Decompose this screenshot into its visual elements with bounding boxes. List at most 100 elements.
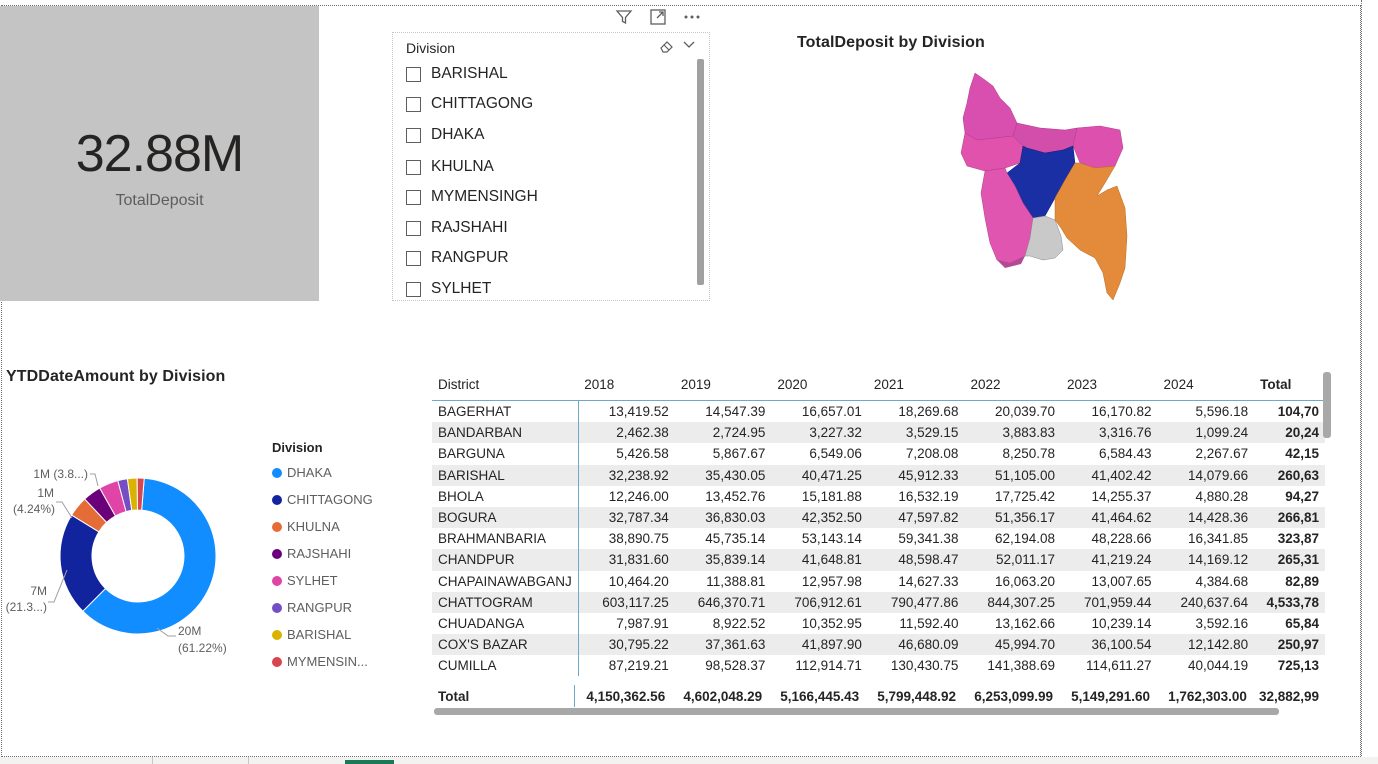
donut-slice-mymensingh[interactable] [136, 477, 145, 511]
value-cell: 6,549.06 [809, 446, 862, 462]
table-row[interactable]: CHAPAINAWABGANJ 10,464.20 11,388.81 12,957.… [432, 570, 1325, 592]
tab-separator [248, 757, 249, 764]
column-header[interactable]: 2023 [1061, 368, 1158, 401]
legend-label: BARISHAL [287, 627, 352, 642]
value-cell: 65,84 [1285, 615, 1319, 631]
region-rangpur[interactable] [962, 72, 1018, 141]
slicer-item-chittagong[interactable]: CHITTAGONG [406, 92, 533, 116]
slicer-item-rangpur[interactable]: RANGPUR [406, 246, 509, 270]
column-header[interactable]: 2019 [674, 368, 772, 401]
table-row[interactable]: CHANDPUR 31,831.60 35,839.14 41,648.81 48,59… [432, 549, 1325, 571]
table-row[interactable]: CUMILLA 87,219.21 98,528.37 112,914.71 130,4… [432, 655, 1325, 677]
column-header[interactable]: 2022 [964, 368, 1061, 401]
legend-item[interactable]: SYLHET [272, 567, 373, 594]
column-header[interactable]: 2021 [867, 368, 965, 401]
eraser-icon[interactable] [659, 39, 675, 56]
slicer-scrollbar[interactable] [697, 59, 704, 285]
value-cell: 603,117.25 [578, 591, 675, 613]
bangladesh-map[interactable] [955, 68, 1130, 308]
value-cell: 41,219.24 [1061, 549, 1158, 571]
district-cell: CHANDPUR [432, 549, 579, 571]
active-page-tab[interactable] [345, 760, 394, 764]
value-cell: 646,370.71 [674, 591, 772, 613]
table-row[interactable]: CHUADANGA 7,987.91 8,922.52 10,352.95 11,592… [432, 612, 1325, 635]
value-cell: 35,430.05 [674, 464, 772, 486]
table-row[interactable]: BHOLA 12,246.00 13,452.76 15,181.88 16,532.1… [432, 485, 1325, 507]
legend-item[interactable]: RAJSHAHI [272, 540, 373, 567]
table-row[interactable]: BARISHAL 32,238.92 35,430.05 40,471.25 45,91… [432, 464, 1325, 486]
region-barishal[interactable] [1024, 215, 1064, 261]
table-row[interactable]: CHATTOGRAM 603,117.25 646,370.71 706,912.61… [432, 591, 1325, 613]
checkbox[interactable] [406, 66, 421, 82]
value-cell: 240,637.64 [1157, 591, 1255, 613]
legend-item[interactable]: MYMENSIN... [272, 648, 373, 675]
value-cell: 16,063.20 [994, 573, 1055, 589]
checkbox[interactable] [406, 96, 421, 112]
column-header[interactable]: 2020 [771, 368, 868, 401]
checkbox[interactable] [406, 189, 421, 205]
table-row[interactable]: BOGURA 32,787.34 36,830.03 42,352.50 47,597.… [432, 506, 1325, 529]
donut-legend: Division DHAKA CHITTAGONG KHULNA RAJSHAHI SY… [272, 440, 373, 675]
donut-chart[interactable]: 20M (61.22%) 7M (21.3...) 1M (4.24%) 1M … [0, 430, 270, 670]
slicer-item-dhaka[interactable]: DHAKA [406, 123, 484, 147]
value-cell: 62,194.08 [994, 531, 1055, 547]
slicer-item-mymensingh[interactable]: MYMENSINGH [406, 185, 538, 209]
total-cell: 5,166,445.43 [780, 688, 860, 704]
visual-header [614, 6, 702, 28]
checkbox[interactable] [406, 127, 421, 143]
slicer-item-sylhet[interactable]: SYLHET [406, 277, 491, 300]
value-cell: 3,592.16 [1195, 615, 1249, 631]
value-cell: 16,170.82 [1091, 404, 1152, 420]
value-cell: 701,959.44 [1061, 591, 1158, 613]
filter-icon[interactable] [614, 7, 634, 27]
column-header[interactable]: Total [1254, 368, 1325, 401]
table-row[interactable]: BARGUNA 5,426.58 5,867.67 6,549.06 7,208.08 8… [432, 443, 1325, 465]
value-cell: 265,31 [1254, 549, 1325, 571]
column-header[interactable]: 2018 [578, 368, 675, 401]
district-cell: BANDARBAN [432, 422, 579, 444]
value-cell: 5,426.58 [616, 446, 669, 462]
column-header[interactable]: 2024 [1157, 368, 1255, 401]
legend-item[interactable]: RANGPUR [272, 594, 373, 621]
checkbox[interactable] [406, 159, 421, 175]
vertical-scrollbar[interactable] [1323, 372, 1331, 438]
value-cell: 18,269.68 [898, 404, 959, 420]
table-row[interactable]: BAGERHAT 13,419.52 14,547.39 16,657.01 18,26… [432, 400, 1325, 423]
division-slicer[interactable]: Division BARISHAL CHITTAGONG DHAKA KHULN… [392, 32, 710, 301]
district-cell: COX'S BAZAR [432, 634, 579, 656]
legend-item[interactable]: BARISHAL [272, 621, 373, 648]
donut-slice-dhaka[interactable] [82, 477, 217, 635]
region-sylhet[interactable] [1072, 125, 1124, 169]
checkbox[interactable] [406, 220, 421, 236]
value-cell: 3,883.83 [964, 422, 1061, 444]
legend-label: SYLHET [287, 573, 338, 588]
value-cell: 14,428.36 [1157, 506, 1255, 529]
legend-item[interactable]: KHULNA [272, 513, 373, 540]
table-row[interactable]: BANDARBAN 2,462.38 2,724.95 3,227.32 3,529.1… [432, 422, 1325, 444]
focus-mode-icon[interactable] [648, 7, 668, 27]
table-row[interactable]: BRAHMANBARIA 38,890.75 45,735.14 53,143.14 5… [432, 528, 1325, 550]
value-cell: 112,914.71 [795, 658, 862, 674]
column-header[interactable]: District [432, 368, 579, 401]
legend-item[interactable]: CHITTAGONG [272, 486, 373, 513]
chevron-down-icon[interactable] [683, 39, 695, 56]
horizontal-scrollbar[interactable] [434, 708, 1279, 715]
value-cell: 87,219.21 [608, 658, 669, 674]
slicer-item-khulna[interactable]: KHULNA [406, 155, 494, 179]
district-matrix[interactable]: District 2018 2019 2020 2021 2022 2023 2024 Tota… [432, 368, 1325, 708]
table-row[interactable]: COX'S BAZAR 30,795.22 37,361.63 41,897.90 46… [432, 634, 1325, 656]
value-cell: 14,627.33 [898, 573, 959, 589]
region-rajshahi[interactable] [960, 132, 1024, 172]
legend-item[interactable]: DHAKA [272, 459, 373, 486]
slicer-item-rajshahi[interactable]: RAJSHAHI [406, 216, 508, 240]
kpi-card[interactable]: 32.88M TotalDeposit [0, 6, 319, 301]
value-cell: 40,044.19 [1188, 658, 1249, 674]
value-cell: 706,912.61 [771, 591, 868, 613]
checkbox[interactable] [406, 250, 421, 266]
slicer-item-barishal[interactable]: BARISHAL [406, 62, 508, 86]
checkbox[interactable] [406, 281, 421, 297]
more-options-icon[interactable] [682, 7, 702, 27]
value-cell: 94,27 [1285, 488, 1319, 504]
value-cell: 17,725.42 [994, 488, 1055, 504]
region-chittagong[interactable] [1054, 162, 1128, 301]
